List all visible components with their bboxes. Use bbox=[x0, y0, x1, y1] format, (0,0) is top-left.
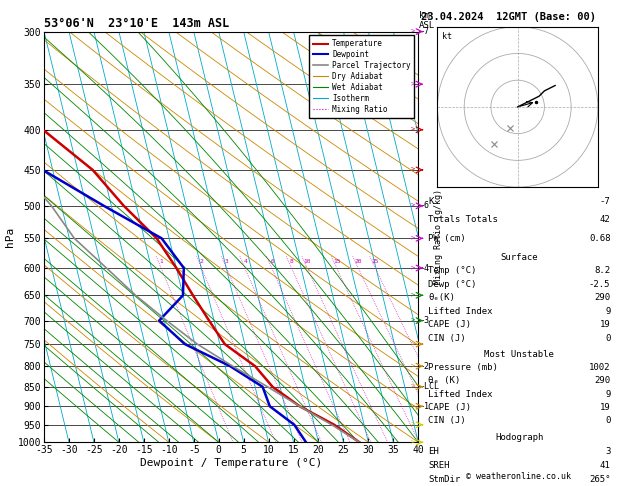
Text: >: > bbox=[411, 81, 415, 87]
Text: km
ASL: km ASL bbox=[419, 11, 435, 30]
Text: Lifted Index: Lifted Index bbox=[428, 390, 493, 399]
Text: 8.2: 8.2 bbox=[594, 266, 610, 275]
Text: –2: –2 bbox=[419, 362, 429, 371]
X-axis label: Dewpoint / Temperature (°C): Dewpoint / Temperature (°C) bbox=[140, 458, 322, 468]
Text: 3: 3 bbox=[605, 447, 610, 456]
Text: 0: 0 bbox=[605, 334, 610, 343]
Text: 9: 9 bbox=[605, 307, 610, 316]
Text: Most Unstable: Most Unstable bbox=[484, 349, 554, 359]
Text: >: > bbox=[411, 341, 415, 347]
Text: Dewp (°C): Dewp (°C) bbox=[428, 279, 477, 289]
Text: 4: 4 bbox=[243, 259, 247, 264]
Text: >: > bbox=[411, 403, 415, 409]
Text: >: > bbox=[411, 317, 415, 324]
Text: –LCL: –LCL bbox=[419, 382, 439, 391]
Text: 9: 9 bbox=[605, 390, 610, 399]
Text: CIN (J): CIN (J) bbox=[428, 417, 465, 426]
Text: 53°06'N  23°10'E  143m ASL: 53°06'N 23°10'E 143m ASL bbox=[44, 17, 230, 31]
Text: CAPE (J): CAPE (J) bbox=[428, 403, 471, 412]
Text: PW (cm): PW (cm) bbox=[428, 234, 465, 243]
Text: SREH: SREH bbox=[428, 461, 450, 470]
Text: 0: 0 bbox=[605, 417, 610, 426]
Text: 10: 10 bbox=[304, 259, 311, 264]
Text: >: > bbox=[411, 203, 415, 209]
Text: StmDir: StmDir bbox=[428, 475, 460, 484]
Text: Temp (°C): Temp (°C) bbox=[428, 266, 477, 275]
Text: 2: 2 bbox=[200, 259, 204, 264]
Text: –4: –4 bbox=[419, 263, 429, 273]
Text: 290: 290 bbox=[594, 376, 610, 385]
Text: CAPE (J): CAPE (J) bbox=[428, 320, 471, 329]
Text: >: > bbox=[411, 167, 415, 173]
Text: 8: 8 bbox=[290, 259, 294, 264]
Text: 19: 19 bbox=[599, 403, 610, 412]
Text: Pressure (mb): Pressure (mb) bbox=[428, 363, 498, 372]
Text: 1: 1 bbox=[160, 259, 164, 264]
Text: 1002: 1002 bbox=[589, 363, 610, 372]
Text: >: > bbox=[411, 422, 415, 428]
Text: Hodograph: Hodograph bbox=[495, 433, 543, 442]
Text: CIN (J): CIN (J) bbox=[428, 334, 465, 343]
Text: © weatheronline.co.uk: © weatheronline.co.uk bbox=[467, 472, 571, 481]
Text: Totals Totals: Totals Totals bbox=[428, 215, 498, 225]
Text: Mixing Ratio (g/kg): Mixing Ratio (g/kg) bbox=[435, 190, 443, 284]
Text: >: > bbox=[411, 29, 415, 35]
Text: –1: –1 bbox=[419, 402, 429, 411]
Text: K: K bbox=[428, 197, 433, 206]
Text: >: > bbox=[411, 439, 415, 445]
Legend: Temperature, Dewpoint, Parcel Trajectory, Dry Adiabat, Wet Adiabat, Isotherm, Mi: Temperature, Dewpoint, Parcel Trajectory… bbox=[309, 35, 415, 118]
Text: 6: 6 bbox=[270, 259, 274, 264]
Text: >: > bbox=[411, 384, 415, 390]
Text: –6: –6 bbox=[419, 201, 429, 210]
Text: >: > bbox=[411, 265, 415, 271]
Text: Lifted Index: Lifted Index bbox=[428, 307, 493, 316]
Text: -7: -7 bbox=[599, 197, 610, 206]
Text: 3: 3 bbox=[225, 259, 229, 264]
Text: Surface: Surface bbox=[501, 253, 538, 261]
Text: 265°: 265° bbox=[589, 475, 610, 484]
Y-axis label: hPa: hPa bbox=[5, 227, 15, 247]
Text: –3: –3 bbox=[419, 316, 429, 325]
Text: 20: 20 bbox=[355, 259, 362, 264]
Text: >: > bbox=[411, 363, 415, 369]
Text: 25: 25 bbox=[372, 259, 379, 264]
Text: 19: 19 bbox=[599, 320, 610, 329]
Text: 290: 290 bbox=[594, 293, 610, 302]
Text: θₑ (K): θₑ (K) bbox=[428, 376, 460, 385]
Text: θₑ(K): θₑ(K) bbox=[428, 293, 455, 302]
Text: >: > bbox=[411, 235, 415, 242]
Text: -2.5: -2.5 bbox=[589, 279, 610, 289]
Text: 0.68: 0.68 bbox=[589, 234, 610, 243]
Text: –7: –7 bbox=[419, 27, 429, 36]
Text: 42: 42 bbox=[599, 215, 610, 225]
Text: 41: 41 bbox=[599, 461, 610, 470]
Text: kt: kt bbox=[442, 32, 452, 40]
Text: 23.04.2024  12GMT (Base: 00): 23.04.2024 12GMT (Base: 00) bbox=[421, 12, 596, 22]
Text: 15: 15 bbox=[333, 259, 341, 264]
Text: >: > bbox=[411, 127, 415, 133]
Text: >: > bbox=[411, 292, 415, 298]
Text: EH: EH bbox=[428, 447, 439, 456]
